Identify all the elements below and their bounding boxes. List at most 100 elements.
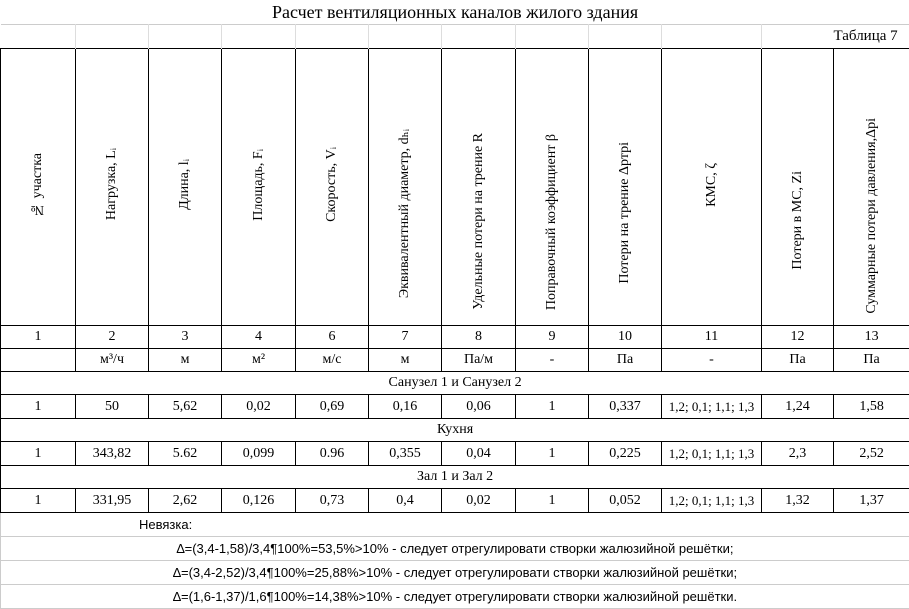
header-label: КМС, ζ (704, 163, 720, 207)
data-cell: 0,337 (589, 395, 662, 419)
data-cell: 343,82 (76, 442, 149, 466)
data-cell: 5,62 (149, 395, 222, 419)
data-cell: 1 (1, 442, 76, 466)
data-cell: 0,06 (442, 395, 516, 419)
header-label: Суммарные потери давления,Δрi (864, 118, 880, 314)
data-cell: 331,95 (76, 489, 149, 513)
header-cell: Нагрузка, Lᵢ (76, 49, 149, 326)
header-label: Нагрузка, Lᵢ (104, 148, 120, 220)
column-number: 3 (149, 326, 222, 349)
residual-line: ∆=(1,6-1,37)/1,6¶100%=14,38%>10% - следу… (1, 585, 909, 609)
units-row: м³/ч м м² м/с м Па/м - Па - Па Па (1, 349, 909, 372)
header-cell: Суммарные потери давления,Δрi (834, 49, 909, 326)
unit-cell: Па/м (442, 349, 516, 372)
table-label-row: Таблица 7 (1, 25, 909, 49)
column-number: 7 (369, 326, 442, 349)
data-cell: 2,62 (149, 489, 222, 513)
data-cell: 0,225 (589, 442, 662, 466)
table-row: 1 343,82 5.62 0,099 0.96 0,355 0,04 1 0,… (1, 442, 909, 466)
header-cell: № участка (1, 49, 76, 326)
header-cell: Эквивалентный диаметр, dₕᵢ (369, 49, 442, 326)
unit-cell: - (662, 349, 762, 372)
data-cell: 1,32 (762, 489, 834, 513)
data-cell: 0,02 (442, 489, 516, 513)
column-number: 13 (834, 326, 909, 349)
column-number: 4 (222, 326, 296, 349)
unit-cell: м (149, 349, 222, 372)
data-cell: 1,2; 0,1; 1,1; 1,3 (662, 442, 762, 466)
header-cell: Потери на трение Δртрi (589, 49, 662, 326)
data-cell: 0,02 (222, 395, 296, 419)
header-cell: Удельные потери на трение R (442, 49, 516, 326)
header-label: Эквивалентный диаметр, dₕᵢ (397, 129, 413, 298)
header-cell: КМС, ζ (662, 49, 762, 326)
section-heading: Санузел 1 и Санузел 2 (1, 372, 909, 395)
data-cell: 1,24 (762, 395, 834, 419)
data-cell: 0,16 (369, 395, 442, 419)
column-number: 1 (1, 326, 76, 349)
data-cell: 5.62 (149, 442, 222, 466)
unit-cell: Па (762, 349, 834, 372)
data-cell: 0,126 (222, 489, 296, 513)
data-cell: 0,355 (369, 442, 442, 466)
column-number-row: 1 2 3 4 6 7 8 9 10 11 12 13 (1, 326, 909, 349)
residual-label: Невязка: (1, 513, 909, 537)
unit-cell: м (369, 349, 442, 372)
section-heading: Зал 1 и Зал 2 (1, 466, 909, 489)
data-cell: 1 (516, 489, 589, 513)
header-label: Удельные потери на трение R (471, 133, 487, 310)
unit-cell: м³/ч (76, 349, 149, 372)
column-number: 10 (589, 326, 662, 349)
residual-line: ∆=(3,4-2,52)/3,4¶100%=25,88%>10% - следу… (1, 561, 909, 585)
unit-cell: м/с (296, 349, 369, 372)
spreadsheet-sheet: Расчет вентиляционных каналов жилого зда… (0, 0, 909, 550)
data-cell: 1,58 (834, 395, 909, 419)
data-cell: 0,099 (222, 442, 296, 466)
header-cell: Потери в МС, Zi (762, 49, 834, 326)
data-cell: 2,3 (762, 442, 834, 466)
header-cell: Скорость, Vᵢ (296, 49, 369, 326)
residual-line: ∆=(3,4-1,58)/3,4¶100%=53,5%>10% - следуе… (1, 537, 909, 561)
data-cell: 0,73 (296, 489, 369, 513)
header-label: Потери на трение Δртрi (617, 142, 633, 284)
header-cell: Поправочный коэффициент β (516, 49, 589, 326)
header-cell: Площадь, Fᵢ (222, 49, 296, 326)
data-cell: 1 (516, 395, 589, 419)
unit-cell: Па (834, 349, 909, 372)
section-heading: Кухня (1, 419, 909, 442)
header-label: № участка (30, 153, 46, 217)
unit-cell: м² (222, 349, 296, 372)
table-row: 1 50 5,62 0,02 0,69 0,16 0,06 1 0,337 1,… (1, 395, 909, 419)
data-cell: 1 (516, 442, 589, 466)
header-label: Поправочный коэффициент β (544, 134, 560, 310)
unit-cell (1, 349, 76, 372)
data-cell: 1,2; 0,1; 1,1; 1,3 (662, 489, 762, 513)
data-cell: 1,37 (834, 489, 909, 513)
unit-cell: - (516, 349, 589, 372)
header-label: Потери в МС, Zi (790, 171, 806, 270)
data-cell: 1 (1, 395, 76, 419)
data-cell: 0,69 (296, 395, 369, 419)
data-cell: 0.96 (296, 442, 369, 466)
data-cell: 0,052 (589, 489, 662, 513)
table-row: 1 331,95 2,62 0,126 0,73 0,4 0,02 1 0,05… (1, 489, 909, 513)
column-number: 6 (296, 326, 369, 349)
unit-cell: Па (589, 349, 662, 372)
header-row: № участка Нагрузка, Lᵢ Длина, lᵢ Площадь… (1, 49, 909, 326)
table-number: Таблица 7 (762, 25, 909, 49)
header-label: Скорость, Vᵢ (324, 147, 340, 222)
data-cell: 1,2; 0,1; 1,1; 1,3 (662, 395, 762, 419)
column-number: 2 (76, 326, 149, 349)
header-label: Площадь, Fᵢ (251, 149, 267, 221)
column-number: 8 (442, 326, 516, 349)
data-cell: 0,4 (369, 489, 442, 513)
data-cell: 1 (1, 489, 76, 513)
header-label: Длина, lᵢ (177, 159, 193, 210)
column-number: 12 (762, 326, 834, 349)
table-title: Расчет вентиляционных каналов жилого зда… (1, 0, 909, 25)
data-cell: 0,04 (442, 442, 516, 466)
data-cell: 50 (76, 395, 149, 419)
data-cell: 2,52 (834, 442, 909, 466)
column-number: 9 (516, 326, 589, 349)
